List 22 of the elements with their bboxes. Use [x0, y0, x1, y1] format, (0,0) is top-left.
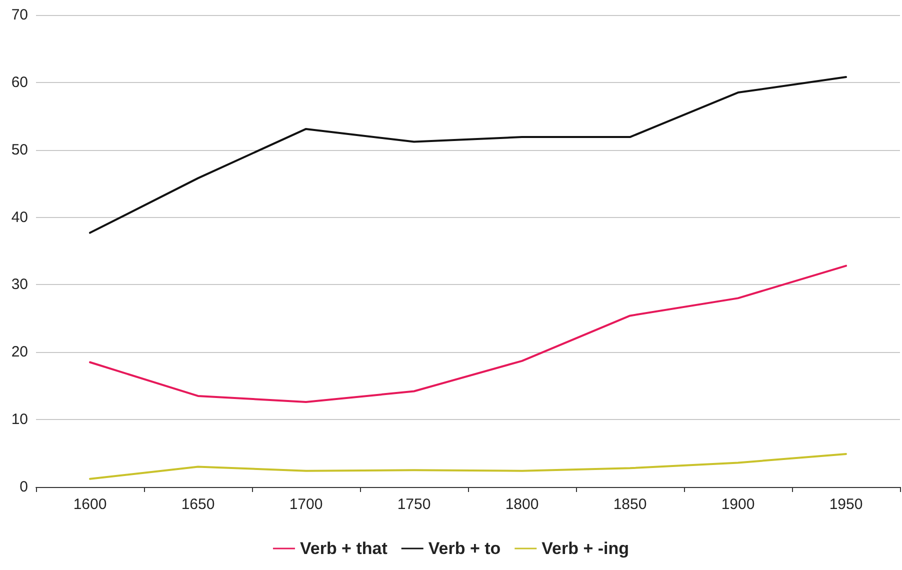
y-tick-label: 0 — [20, 478, 28, 496]
line-series — [89, 452, 847, 480]
line-series — [89, 264, 847, 404]
y-tick-label: 50 — [11, 141, 28, 158]
line-series — [89, 76, 847, 234]
x-tick-label: 1900 — [721, 496, 755, 513]
legend-label: Verb + to — [428, 539, 501, 558]
x-tick-label: 1850 — [613, 496, 647, 513]
y-tick-label: 40 — [11, 208, 28, 226]
y-tick-label: 10 — [11, 411, 28, 428]
x-tick-label: 1750 — [397, 496, 431, 513]
y-tick-label: 20 — [11, 344, 28, 361]
y-tick-label: 70 — [11, 6, 28, 24]
x-tick-label: 1950 — [829, 496, 863, 513]
legend-label: Verb + -ing — [542, 539, 630, 558]
x-tick-label: 1600 — [73, 496, 107, 513]
y-tick-label: 30 — [11, 276, 28, 294]
x-tick-label: 1800 — [505, 496, 539, 513]
x-tick-label: 1700 — [289, 496, 323, 513]
x-tick-label: 1650 — [181, 496, 215, 513]
legend-label: Verb + that — [300, 539, 388, 558]
y-tick-label: 60 — [11, 74, 28, 91]
